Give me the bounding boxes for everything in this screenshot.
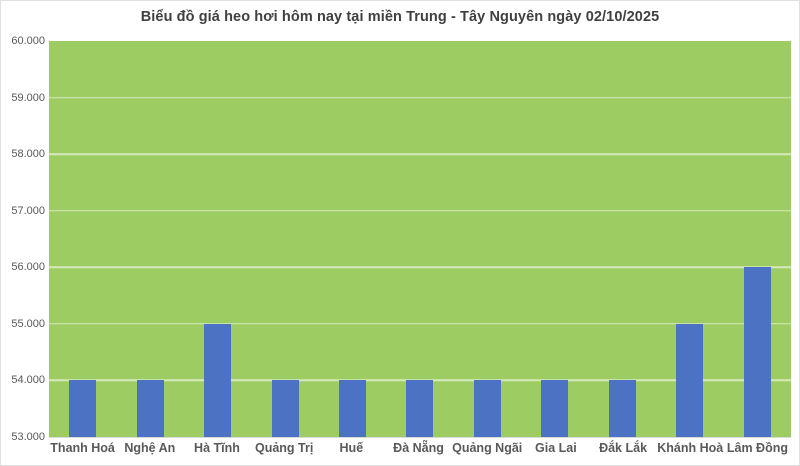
- bar-Thanh Hoá: [69, 380, 97, 437]
- bar-Hà Tĩnh: [204, 323, 232, 437]
- x-axis: Thanh Hoá Nghệ An Hà Tĩnh Quảng Trị Huế Đà Nẵ…: [49, 441, 791, 463]
- y-tick-label: 56.000: [11, 261, 45, 274]
- y-tick-label: 55.000: [11, 317, 45, 330]
- bar-slot: [319, 41, 386, 437]
- x-category-label: Hà Tĩnh: [194, 441, 240, 455]
- bar-Gia Lai: [541, 380, 569, 437]
- chart-title: Biểu đồ giá heo hơi hôm nay tại miền Tru…: [140, 9, 660, 25]
- x-category-label: Lâm Đồng: [726, 441, 788, 455]
- plot-area: [49, 41, 791, 438]
- gridline: [49, 379, 791, 382]
- bar-slot: [116, 41, 183, 437]
- x-category-label: Thanh Hoá: [50, 441, 115, 455]
- gridline: [49, 96, 791, 99]
- y-tick-label: 53.000: [11, 431, 45, 443]
- x-category-label: Quảng Trị: [254, 441, 314, 455]
- bar-Đà Nẵng: [406, 380, 434, 437]
- bar-Nghệ An: [136, 380, 164, 437]
- bar-Đắk Lắk: [608, 380, 636, 437]
- bars-group: [49, 41, 791, 437]
- bar-slot: [454, 41, 521, 437]
- bar-Quảng Ngãi: [473, 380, 501, 437]
- bar-slot: [656, 41, 723, 437]
- bar-slot: [386, 41, 453, 437]
- bar-Huế: [339, 380, 367, 437]
- gridline: [49, 153, 791, 155]
- bar-slot: [251, 41, 318, 437]
- x-category-label: Đắk Lắk: [599, 441, 648, 455]
- gridline: [49, 209, 791, 212]
- bar-slot: [49, 41, 116, 437]
- y-tick-label: 59.000: [11, 91, 45, 104]
- x-category-label: Đà Nẵng: [393, 441, 444, 455]
- bar-Quảng Trị: [271, 380, 299, 437]
- x-category-label: Gia Lai: [535, 441, 577, 455]
- bar-slot: [521, 41, 588, 437]
- gridline: [49, 323, 791, 325]
- x-category-label: Nghệ An: [124, 441, 176, 455]
- y-tick-label: 58.000: [11, 148, 45, 161]
- gridline: [49, 266, 791, 269]
- x-category-label: Quảng Ngãi: [452, 441, 523, 455]
- y-axis: 53.000 54.000 55.000 56.000 57.000 58.000 59.0…: [1, 35, 45, 443]
- y-tick-label: 57.000: [11, 204, 45, 217]
- y-tick-label: 54.000: [11, 374, 45, 387]
- x-category-label: Khánh Hoà: [657, 441, 724, 455]
- bar-slot: [589, 41, 656, 437]
- bar-slot: [724, 41, 791, 437]
- bar-Lâm Đồng: [743, 267, 771, 437]
- bar-Khánh Hoà: [676, 323, 704, 437]
- bar-slot: [184, 41, 251, 437]
- y-tick-label: 60.000: [11, 35, 45, 47]
- x-category-label: Huế: [339, 441, 364, 455]
